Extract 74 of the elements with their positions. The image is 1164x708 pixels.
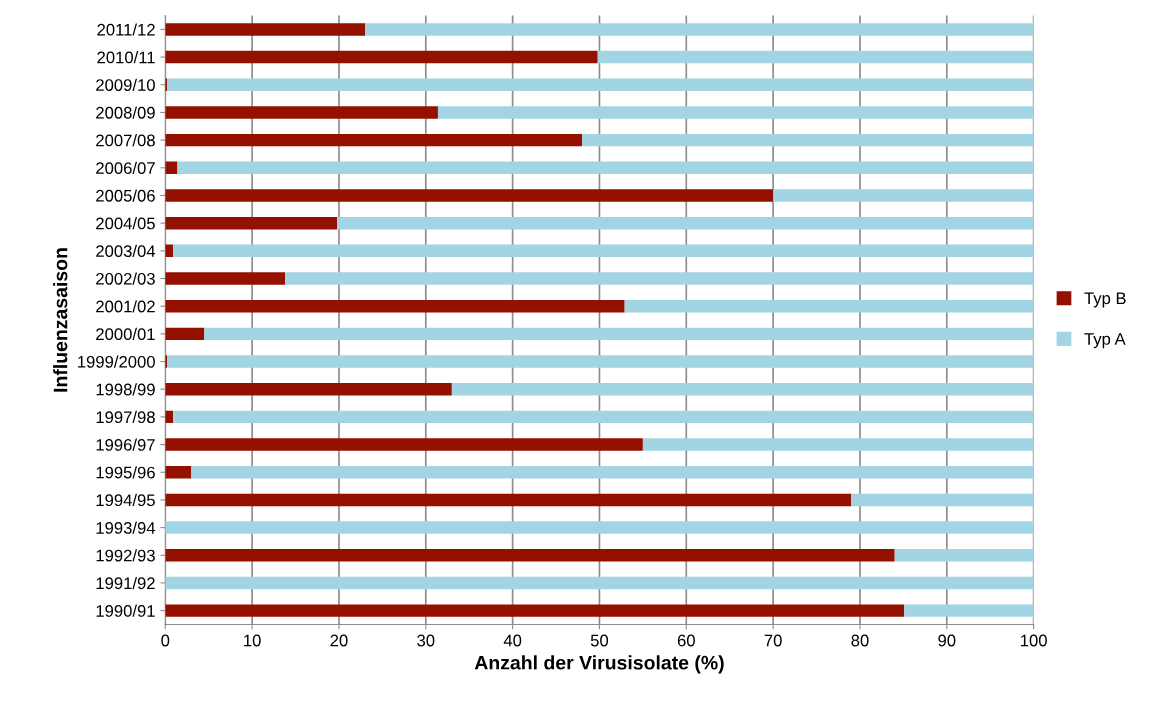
y-tick-label: 2006/07 xyxy=(96,161,155,174)
bar xyxy=(173,244,1034,258)
y-tick-label: 2011/12 xyxy=(97,23,155,36)
legend-label: Typ A xyxy=(1084,333,1126,349)
bar xyxy=(165,438,643,451)
y-tick-label: 2008/09 xyxy=(96,106,155,119)
y-tick-label: 1993/94 xyxy=(96,521,156,534)
bar xyxy=(165,216,338,230)
y-tick-label: 2004/05 xyxy=(96,217,155,230)
bar xyxy=(173,410,1034,424)
bar xyxy=(167,78,1034,91)
bar xyxy=(337,216,1034,230)
y-tick-label: 1997/98 xyxy=(96,410,155,424)
y-tick-label: 1996/97 xyxy=(96,438,155,451)
bar xyxy=(204,327,1034,341)
bar xyxy=(904,604,1034,617)
y-tick-label: 2007/08 xyxy=(96,134,155,147)
y-tick-label: 2010/11 xyxy=(97,51,155,64)
bar xyxy=(165,576,1034,590)
y-tick-label: 2002/03 xyxy=(96,272,155,285)
bar xyxy=(165,23,366,36)
y-tick-label: 1995/96 xyxy=(96,466,155,479)
bar xyxy=(165,189,774,202)
bar xyxy=(642,438,1034,451)
bar xyxy=(165,382,452,396)
bar xyxy=(165,521,1034,534)
bar xyxy=(851,493,1034,507)
y-tick-label: 1998/99 xyxy=(96,383,155,396)
legend-label: Typ B xyxy=(1084,292,1126,308)
bar xyxy=(773,189,1034,202)
y-tick-label: 2001/02 xyxy=(96,300,155,313)
bar xyxy=(365,23,1034,36)
y-tick-label: 1991/92 xyxy=(96,576,155,590)
x-tick-label: 90 xyxy=(938,634,956,647)
x-axis-title: Anzahl der Virusisolate (%) xyxy=(474,655,724,674)
x-tick-label: 60 xyxy=(677,634,695,647)
y-tick-label: 1994/95 xyxy=(96,493,155,507)
x-tick-label: 10 xyxy=(244,634,261,647)
bar xyxy=(165,327,205,341)
bar xyxy=(167,355,1034,368)
x-tick-label: 30 xyxy=(417,634,435,647)
bar xyxy=(894,549,1034,562)
bar xyxy=(165,549,895,562)
x-tick-label: 50 xyxy=(590,634,609,647)
x-tick-label: 80 xyxy=(851,634,869,647)
bar xyxy=(624,299,1034,313)
bar xyxy=(165,133,583,147)
bar xyxy=(582,133,1034,147)
y-tick-label: 2003/04 xyxy=(96,244,156,258)
bar xyxy=(165,493,852,507)
bar xyxy=(285,272,1034,285)
bar xyxy=(165,106,438,119)
x-tick-label: 40 xyxy=(503,634,522,647)
bar xyxy=(165,299,625,313)
x-tick-label: 100 xyxy=(1021,634,1047,647)
bar xyxy=(177,161,1034,175)
bar xyxy=(437,106,1034,119)
x-tick-label: 20 xyxy=(330,634,348,647)
y-tick-label: 2005/06 xyxy=(96,189,155,202)
y-tick-label: 2009/10 xyxy=(96,78,155,91)
bar xyxy=(165,50,598,64)
y-tick-label: 2000/01 xyxy=(96,327,155,341)
bar xyxy=(191,466,1034,479)
x-tick-label: 0 xyxy=(161,634,170,647)
y-tick-label: 1999/2000 xyxy=(78,355,155,368)
y-tick-label: 1992/93 xyxy=(96,549,155,562)
y-tick-label: 1990/91 xyxy=(96,604,155,617)
bar xyxy=(597,50,1034,64)
bar xyxy=(165,272,286,285)
bar xyxy=(165,604,905,617)
bar xyxy=(451,382,1034,396)
x-tick-label: 70 xyxy=(764,634,782,647)
y-axis-title: Influenzasaison xyxy=(53,248,68,392)
bar xyxy=(165,466,192,479)
